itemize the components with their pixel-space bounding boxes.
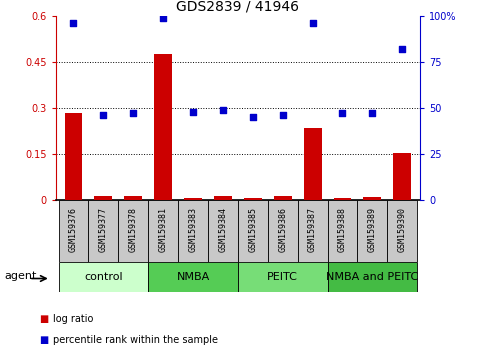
Title: GDS2839 / 41946: GDS2839 / 41946 [176,0,299,13]
Text: GSM159378: GSM159378 [129,207,138,252]
Point [70,21,77,26]
Bar [334,198,352,200]
Point [309,21,316,26]
Bar [268,200,298,262]
Text: percentile rank within the sample: percentile rank within the sample [53,335,218,345]
Bar [327,200,357,262]
Bar [148,200,178,262]
Point [159,15,167,21]
Bar [363,197,382,200]
Bar [214,196,232,200]
Point [129,111,137,116]
Text: GSM159381: GSM159381 [158,207,168,252]
Bar [357,200,387,262]
Text: GSM159383: GSM159383 [188,207,198,252]
Bar [274,196,292,200]
Text: GSM159377: GSM159377 [99,207,108,252]
Bar [304,128,322,200]
Bar [184,198,202,200]
Bar [118,200,148,262]
Point [279,113,286,118]
Text: NMBA: NMBA [176,272,210,282]
Point [369,111,376,116]
Bar [148,262,238,292]
Point [249,114,256,120]
Point [398,46,406,52]
Text: control: control [84,272,123,282]
Point [219,107,227,113]
Bar [387,200,417,262]
Point [189,109,197,114]
Text: GSM159390: GSM159390 [398,207,407,252]
Text: ■: ■ [39,335,48,345]
Bar [65,113,83,200]
Bar [178,200,208,262]
Bar [244,198,262,200]
Text: GSM159376: GSM159376 [69,207,78,252]
Bar [88,200,118,262]
Bar [238,262,327,292]
Bar [124,196,142,200]
Text: ■: ■ [39,314,48,324]
Bar [58,262,148,292]
Bar [327,262,417,292]
Text: GSM159388: GSM159388 [338,207,347,252]
Bar [238,200,268,262]
Text: PEITC: PEITC [267,272,298,282]
Point [99,113,107,118]
Bar [298,200,327,262]
Text: GSM159387: GSM159387 [308,207,317,252]
Point [339,111,346,116]
Bar [94,196,113,200]
Text: GSM159389: GSM159389 [368,207,377,252]
Text: GSM159385: GSM159385 [248,207,257,252]
Text: GSM159384: GSM159384 [218,207,227,252]
Bar [208,200,238,262]
Bar [393,153,411,200]
Text: agent: agent [5,270,37,280]
Bar [58,200,88,262]
Text: NMBA and PEITC: NMBA and PEITC [326,272,418,282]
Text: log ratio: log ratio [53,314,94,324]
Text: GSM159386: GSM159386 [278,207,287,252]
Bar [154,54,172,200]
